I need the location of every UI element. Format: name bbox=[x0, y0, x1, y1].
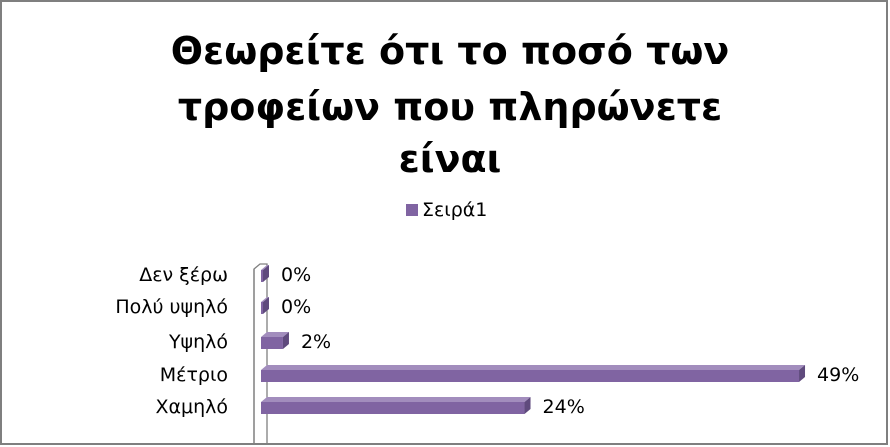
bar-side-face bbox=[524, 397, 531, 414]
bar bbox=[261, 332, 289, 349]
title-line: Θεωρείτε ότι το ποσό των bbox=[171, 29, 730, 73]
data-label: 0% bbox=[281, 264, 311, 286]
category-label: Πολύ υψηλό bbox=[115, 296, 228, 318]
bars bbox=[261, 265, 806, 414]
bar-front-face bbox=[261, 270, 263, 282]
bar-front-face bbox=[261, 370, 800, 382]
data-label: 24% bbox=[543, 396, 585, 418]
bar-front-face bbox=[261, 337, 283, 349]
bar-side-face bbox=[282, 332, 289, 349]
bar bbox=[261, 265, 269, 282]
bar bbox=[261, 297, 269, 314]
bar-side-face bbox=[263, 265, 269, 282]
data-label: 49% bbox=[817, 364, 859, 386]
bar-front-face bbox=[261, 302, 263, 314]
legend-label: Σειρά1 bbox=[422, 199, 487, 221]
bar-side-face bbox=[799, 365, 806, 382]
bar-top-face bbox=[261, 265, 269, 270]
data-labels: 0% 0% 2% 49% 24% bbox=[281, 264, 859, 418]
category-label: Χαμηλό bbox=[155, 396, 228, 418]
bar-top-face bbox=[261, 397, 531, 402]
legend-swatch bbox=[406, 204, 418, 216]
data-label: 2% bbox=[301, 331, 331, 353]
category-axis-wall bbox=[253, 263, 268, 443]
axis-wall bbox=[253, 263, 268, 443]
bar bbox=[261, 397, 531, 414]
bar-chart: Θεωρείτε ότι το ποσό των τροφείων που πλη… bbox=[115, 29, 859, 443]
bar-top-face bbox=[261, 297, 269, 302]
bar-side-face bbox=[263, 297, 269, 314]
category-label: Δεν ξέρω bbox=[139, 264, 228, 286]
category-label: Μέτριο bbox=[160, 364, 228, 386]
title-line: τροφείων που πληρώνετε bbox=[178, 85, 722, 129]
category-labels: Δεν ξέρω Πολύ υψηλό Υψηλό Μέτριο Χαμηλό bbox=[115, 264, 228, 418]
category-label: Υψηλό bbox=[168, 331, 228, 353]
legend: Σειρά1 bbox=[406, 199, 487, 221]
chart-title: Θεωρείτε ότι το ποσό των τροφείων που πλη… bbox=[171, 29, 730, 181]
data-label: 0% bbox=[281, 296, 311, 318]
title-line: είναι bbox=[399, 137, 502, 181]
bar-top-face bbox=[261, 365, 806, 370]
bar-top-face bbox=[261, 332, 289, 337]
bar-front-face bbox=[261, 402, 525, 414]
bar bbox=[261, 365, 806, 382]
